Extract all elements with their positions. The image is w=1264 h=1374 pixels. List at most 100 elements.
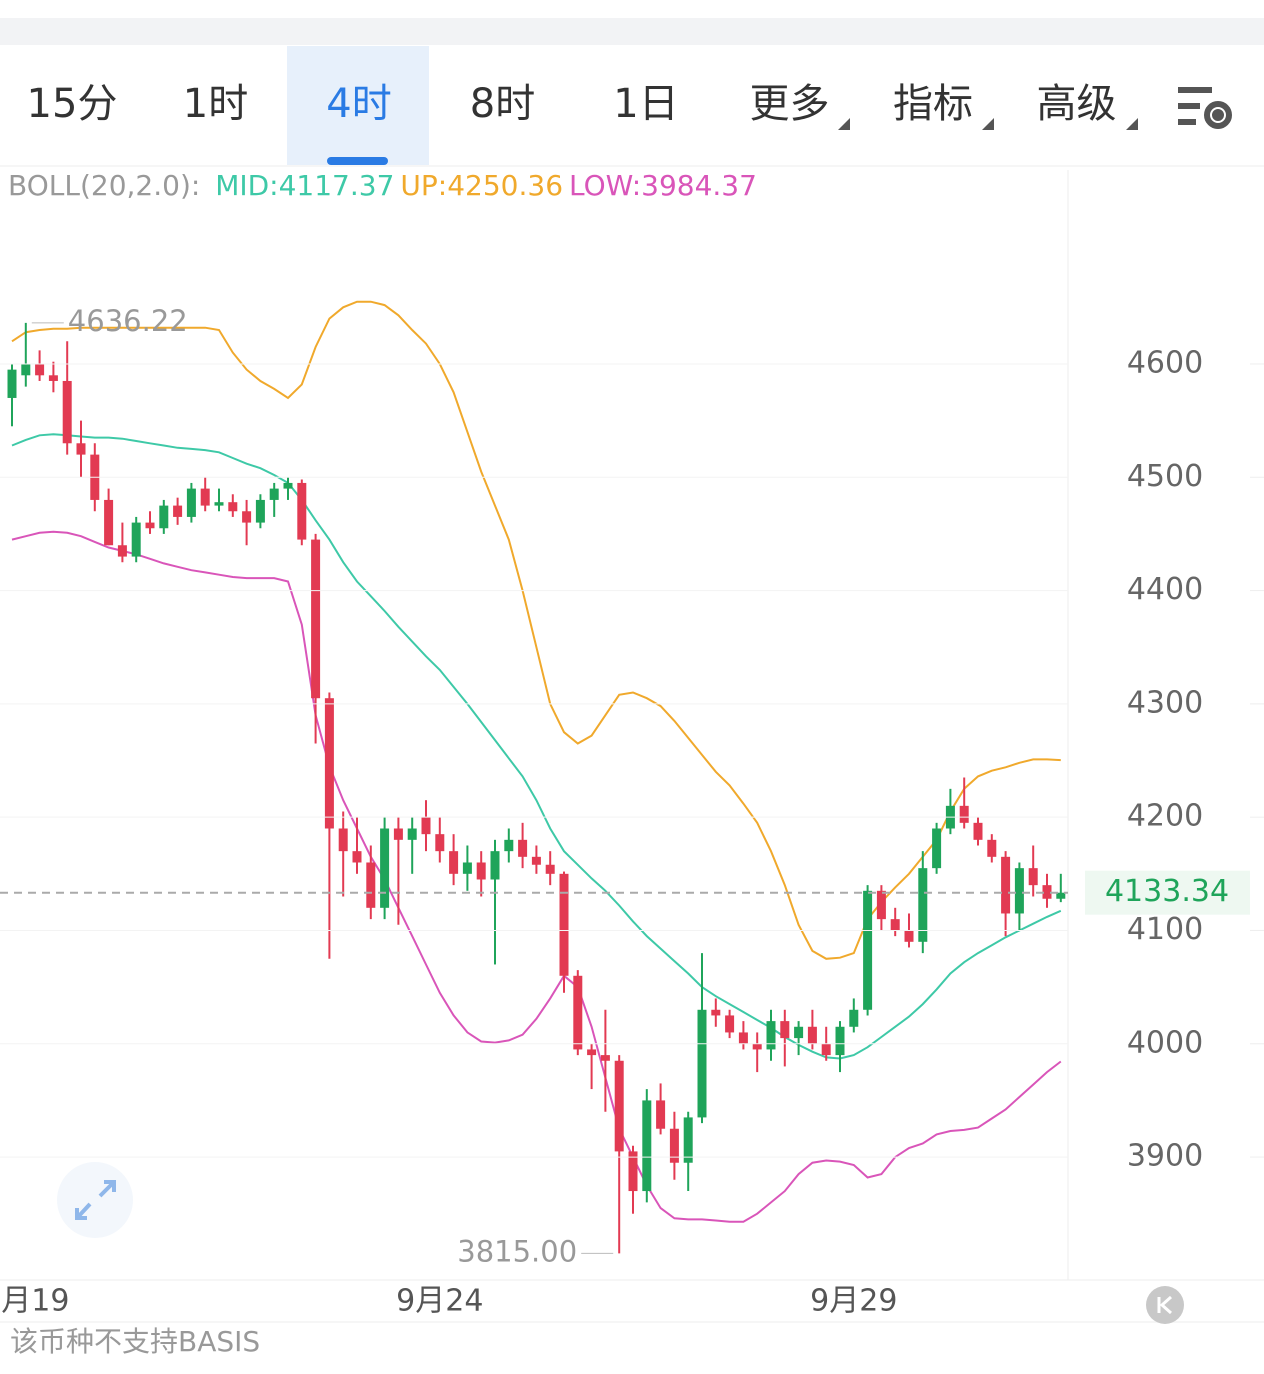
candle-body bbox=[131, 522, 141, 557]
candle-body bbox=[21, 363, 31, 376]
timeframe-tab[interactable]: 15分 bbox=[27, 81, 118, 127]
candle-body bbox=[255, 499, 265, 523]
candle-body bbox=[628, 1151, 638, 1192]
candle-body bbox=[697, 1009, 707, 1118]
y-tick-label: 4400 bbox=[1127, 572, 1203, 607]
candle-body bbox=[269, 488, 279, 500]
candle-body bbox=[518, 839, 528, 857]
timeframe-tab[interactable]: 指标 bbox=[893, 81, 973, 127]
legend-entry: LOW:3984.37 bbox=[569, 169, 757, 202]
candle-body bbox=[200, 488, 210, 506]
y-tick-label: 4200 bbox=[1127, 799, 1203, 834]
timeframe-tab[interactable]: 1日 bbox=[613, 81, 678, 127]
dropdown-arrows bbox=[838, 118, 1138, 130]
candle-body bbox=[711, 1009, 721, 1016]
candle-body bbox=[228, 502, 238, 512]
candle-body bbox=[1056, 892, 1066, 899]
candle-body bbox=[614, 1060, 624, 1152]
candle-body bbox=[366, 862, 376, 908]
boll-line bbox=[11, 530, 1062, 1223]
active-tab-bg bbox=[287, 46, 429, 165]
candle-body bbox=[545, 864, 555, 874]
plot bbox=[7, 300, 1066, 1254]
top-band bbox=[0, 18, 1264, 45]
candle-body bbox=[504, 839, 514, 852]
candle-body bbox=[48, 375, 58, 381]
timeframe-tab[interactable]: 更多 bbox=[750, 81, 830, 127]
candle-body bbox=[600, 1055, 610, 1061]
settings-icon[interactable] bbox=[1178, 87, 1232, 129]
candle-body bbox=[959, 805, 969, 823]
candle-body bbox=[173, 505, 183, 517]
candle-body bbox=[683, 1117, 693, 1163]
candle-body bbox=[62, 380, 72, 444]
candle-body bbox=[311, 539, 321, 699]
candle-body bbox=[7, 369, 17, 398]
candle-body bbox=[904, 930, 914, 942]
candle-body bbox=[476, 862, 486, 880]
active-tab-indicator bbox=[327, 157, 388, 165]
candle-body bbox=[794, 1026, 804, 1039]
legend-entry: UP:4250.36 bbox=[400, 169, 563, 202]
candle-body bbox=[1001, 856, 1011, 914]
timeframe-tab[interactable]: 4时 bbox=[326, 81, 391, 127]
candle-body bbox=[821, 1043, 831, 1056]
candle-body bbox=[352, 851, 362, 863]
candle-body bbox=[283, 482, 293, 489]
candle-body bbox=[973, 822, 983, 840]
marker-label: 3815.00 bbox=[457, 1234, 577, 1268]
candle-body bbox=[449, 851, 459, 874]
candle-body bbox=[573, 975, 583, 1050]
candle-body bbox=[490, 851, 500, 880]
candle-body bbox=[863, 890, 873, 1010]
last-price-bg bbox=[1085, 870, 1250, 915]
candle-body bbox=[656, 1100, 666, 1129]
candle-body bbox=[324, 698, 334, 829]
boll-line bbox=[11, 433, 1062, 1060]
y-tick-label: 4500 bbox=[1127, 459, 1203, 494]
candle-body bbox=[338, 828, 348, 852]
candle-body bbox=[587, 1049, 597, 1056]
candle-body bbox=[297, 482, 307, 540]
candle-body bbox=[725, 1015, 735, 1033]
candle-body bbox=[559, 873, 569, 976]
x-tick-label: 9月19 bbox=[0, 1284, 69, 1319]
candle-body bbox=[807, 1026, 817, 1044]
candle-body bbox=[186, 488, 196, 517]
candle-body bbox=[407, 828, 417, 840]
candle-body bbox=[242, 511, 252, 523]
timeframe-tab[interactable]: 8时 bbox=[470, 81, 535, 127]
candle-body bbox=[876, 890, 886, 920]
indicator-legend: BOLL(20,2.0): MID:4117.37 UP:4250.36 LOW:3… bbox=[8, 169, 757, 202]
candle-body bbox=[1014, 868, 1024, 914]
candle-body bbox=[380, 828, 390, 908]
y-tick-label: 4600 bbox=[1127, 345, 1203, 380]
candle-body bbox=[462, 862, 472, 874]
candle-body bbox=[642, 1100, 652, 1192]
candle-body bbox=[35, 363, 45, 376]
candle-body bbox=[738, 1032, 748, 1044]
candle-body bbox=[531, 856, 541, 865]
scroll-latest-button[interactable] bbox=[1146, 1286, 1184, 1324]
candle-body bbox=[918, 868, 928, 942]
candle-body bbox=[835, 1026, 845, 1056]
timeframe-tab[interactable]: 高级 bbox=[1037, 81, 1117, 127]
expand-button[interactable] bbox=[57, 1162, 133, 1238]
boll-line bbox=[11, 300, 1061, 960]
candle-body bbox=[932, 828, 942, 869]
candle-body bbox=[987, 839, 997, 857]
candle-body bbox=[104, 499, 114, 546]
candle-body bbox=[780, 1021, 790, 1039]
candle-body bbox=[76, 443, 86, 455]
candle-body bbox=[669, 1128, 679, 1163]
candle-body bbox=[890, 919, 900, 931]
candle-body bbox=[1042, 885, 1052, 899]
last-price-label: 4133.34 bbox=[1105, 874, 1229, 909]
timeframe-tab[interactable]: 1时 bbox=[183, 81, 248, 127]
candle-body bbox=[752, 1043, 762, 1050]
candle-body bbox=[117, 545, 127, 557]
candle-body bbox=[393, 828, 403, 840]
y-tick-label: 4000 bbox=[1127, 1025, 1203, 1060]
